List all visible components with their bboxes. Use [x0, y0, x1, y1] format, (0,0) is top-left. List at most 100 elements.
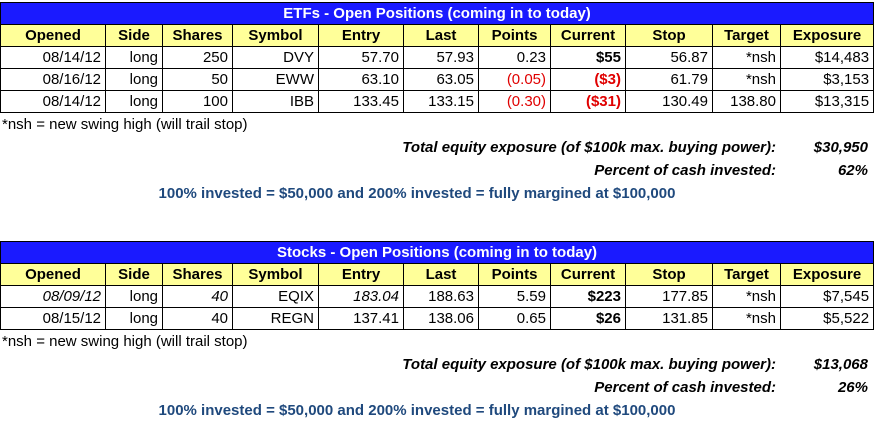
cell: $5,522 — [779, 307, 874, 330]
cell: long — [105, 68, 163, 91]
header-cell: Current — [550, 263, 626, 286]
cell: EWW — [232, 68, 319, 91]
header-cell: Exposure — [779, 263, 874, 286]
positions-table: Stocks - Open Positions (coming in to to… — [0, 241, 874, 330]
header-cell: Opened — [0, 24, 106, 47]
cell: *nsh — [712, 68, 781, 91]
cell: 137.41 — [318, 307, 404, 330]
cell: 177.85 — [625, 285, 713, 308]
cell: $55 — [550, 46, 626, 69]
cell: $223 — [550, 285, 626, 308]
cell: 0.65 — [478, 307, 551, 330]
cell: 57.70 — [318, 46, 404, 69]
header-row: Opened Side Shares Symbol Entry Last Points Cur… — [0, 263, 874, 286]
cell: $13,315 — [779, 90, 874, 113]
cell: 250 — [162, 46, 233, 69]
cell: 61.79 — [625, 68, 713, 91]
header-cell: Opened — [0, 263, 106, 286]
cell: 130.49 — [625, 90, 713, 113]
header-cell: Shares — [162, 24, 233, 47]
cell: 188.63 — [403, 285, 479, 308]
cell: 08/16/12 — [0, 68, 106, 91]
cell: 08/15/12 — [0, 307, 106, 330]
header-cell: Entry — [318, 263, 404, 286]
cell: 183.04 — [318, 285, 404, 308]
header-cell: Stop — [625, 263, 713, 286]
cell: ($3) — [550, 68, 626, 91]
summary-value: $13,068 — [813, 356, 868, 373]
cell: REGN — [232, 307, 319, 330]
cell: EQIX — [232, 285, 319, 308]
summary-value: $30,950 — [813, 139, 868, 156]
header-cell: Exposure — [779, 24, 874, 47]
summary-label: Total equity exposure (of $100k max. buy… — [402, 356, 776, 373]
cell: 08/09/12 — [0, 285, 106, 308]
summary-line: Total equity exposure (of $100k max. buy… — [0, 136, 874, 159]
summary-line: Total equity exposure (of $100k max. buy… — [0, 353, 874, 376]
cell: long — [105, 307, 163, 330]
cell: $3,153 — [779, 68, 874, 91]
note: *nsh = new swing high (will trail stop) — [2, 116, 248, 133]
cell: 5.59 — [478, 285, 551, 308]
data-row: 08/14/12 long 250 DVY 57.70 57.93 0.23 $55 56.87… — [0, 46, 874, 69]
cell: long — [105, 90, 163, 113]
cell: *nsh — [712, 307, 781, 330]
cell: (0.30) — [478, 90, 551, 113]
header-cell: Side — [105, 263, 163, 286]
cell: IBB — [232, 90, 319, 113]
data-row: 08/15/12 long 40 REGN 137.41 138.06 0.65 $26 131… — [0, 307, 874, 330]
summary-line: Percent of cash invested: 62% — [0, 159, 874, 182]
cell: (0.05) — [478, 68, 551, 91]
cell: *nsh — [712, 285, 781, 308]
table-title: ETFs - Open Positions (coming in to toda… — [0, 2, 874, 25]
cell: 08/14/12 — [0, 90, 106, 113]
title-row: ETFs - Open Positions (coming in to toda… — [0, 2, 874, 25]
header-cell: Target — [712, 263, 781, 286]
etf-section: ETFs - Open Positions (coming in to toda… — [0, 2, 874, 205]
cell: long — [105, 285, 163, 308]
cell: 133.15 — [403, 90, 479, 113]
cell: DVY — [232, 46, 319, 69]
summary-label: Total equity exposure (of $100k max. buy… — [402, 139, 776, 156]
table-title: Stocks - Open Positions (coming in to to… — [0, 241, 874, 264]
cell: $7,545 — [779, 285, 874, 308]
header-cell: Shares — [162, 263, 233, 286]
summary-value: 62% — [837, 162, 868, 179]
note: *nsh = new swing high (will trail stop) — [2, 333, 248, 350]
title-row: Stocks - Open Positions (coming in to to… — [0, 241, 874, 264]
cell: $26 — [550, 307, 626, 330]
header-cell: Points — [478, 263, 551, 286]
cell: $14,483 — [779, 46, 874, 69]
positions-table: ETFs - Open Positions (coming in to toda… — [0, 2, 874, 113]
cell: 138.80 — [712, 90, 781, 113]
cell: 63.05 — [403, 68, 479, 91]
cell: 0.23 — [478, 46, 551, 69]
footer-note: 100% invested = $50,000 and 200% investe… — [158, 402, 676, 419]
header-cell: Last — [403, 263, 479, 286]
header-cell: Entry — [318, 24, 404, 47]
cell: 63.10 — [318, 68, 404, 91]
cell: 08/14/12 — [0, 46, 106, 69]
cell: 131.85 — [625, 307, 713, 330]
summary-value: 26% — [837, 379, 868, 396]
cell: 57.93 — [403, 46, 479, 69]
cell: 40 — [162, 307, 233, 330]
summary-line: Percent of cash invested: 26% — [0, 376, 874, 399]
header-cell: Current — [550, 24, 626, 47]
summary-label: Percent of cash invested: — [594, 162, 776, 179]
header-cell: Stop — [625, 24, 713, 47]
cell: 133.45 — [318, 90, 404, 113]
data-row: 08/09/12 long 40 EQIX 183.04 188.63 5.59 $223 17… — [0, 285, 874, 308]
header-cell: Points — [478, 24, 551, 47]
footer-note: 100% invested = $50,000 and 200% investe… — [158, 185, 676, 202]
header-row: Opened Side Shares Symbol Entry Last Points Cur… — [0, 24, 874, 47]
header-cell: Last — [403, 24, 479, 47]
header-cell: Target — [712, 24, 781, 47]
cell: 40 — [162, 285, 233, 308]
header-cell: Symbol — [232, 263, 319, 286]
cell: ($31) — [550, 90, 626, 113]
stock-section: Stocks - Open Positions (coming in to to… — [0, 241, 874, 422]
cell: 100 — [162, 90, 233, 113]
cell: 56.87 — [625, 46, 713, 69]
header-cell: Side — [105, 24, 163, 47]
